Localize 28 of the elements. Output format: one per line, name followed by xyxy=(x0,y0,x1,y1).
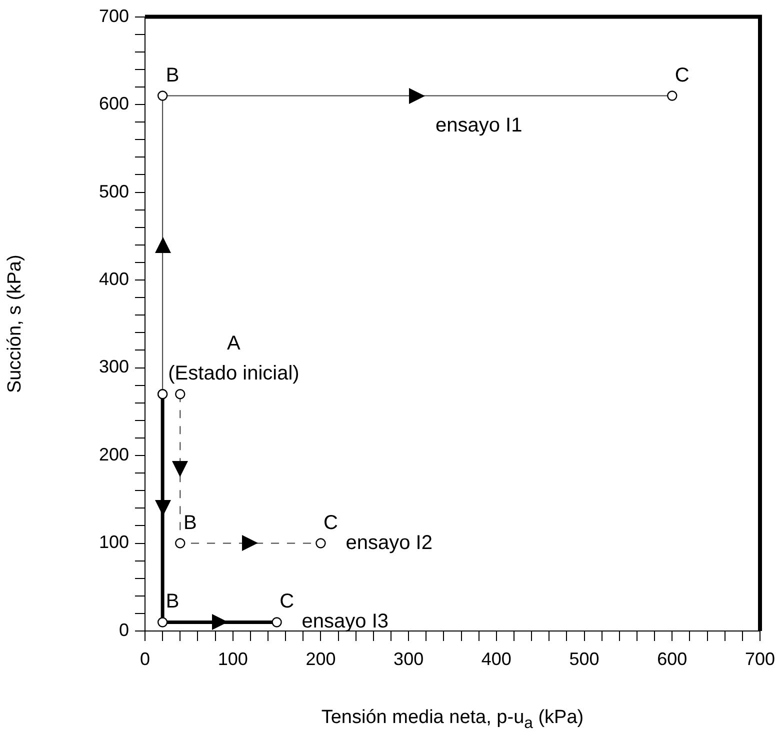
x-tick-label: 700 xyxy=(744,648,776,669)
annotation: ensayo I1 xyxy=(435,114,522,136)
x-axis-title: Tensión media neta, p-u$_{a}$ (kPa) xyxy=(320,707,585,733)
x-tick-label: 600 xyxy=(657,648,688,669)
x-tick-label: 300 xyxy=(394,648,424,669)
y-axis-title: Succión, s (kPa) xyxy=(4,254,26,394)
annotation: B xyxy=(183,512,197,534)
y-tick-label: 600 xyxy=(98,94,129,114)
y-tick-label: 700 xyxy=(98,6,129,26)
y-tick-label: 400 xyxy=(98,268,129,289)
annotation: A (Estado inicial) xyxy=(168,332,300,385)
annotation: B xyxy=(166,64,180,86)
annotation: C xyxy=(323,512,338,534)
y-tick-label: 300 xyxy=(98,356,129,377)
x-tick-label: 400 xyxy=(481,648,512,669)
y-tick-label: 100 xyxy=(98,532,129,552)
y-tick-label: 200 xyxy=(98,444,129,464)
x-tick-label: 100 xyxy=(218,648,248,669)
y-tick-label: 0 xyxy=(118,620,129,640)
x-tick-label: 200 xyxy=(306,648,336,669)
annotation: ensayo I2 xyxy=(346,532,432,554)
annotation: C xyxy=(280,590,294,613)
annotation: B xyxy=(166,590,180,613)
annotation: ensayo I3 xyxy=(302,610,389,633)
y-tick-label: 500 xyxy=(98,181,129,202)
annotation: C xyxy=(674,64,690,86)
x-tick-label: 0 xyxy=(140,648,150,669)
x-tick-label: 500 xyxy=(569,648,600,669)
